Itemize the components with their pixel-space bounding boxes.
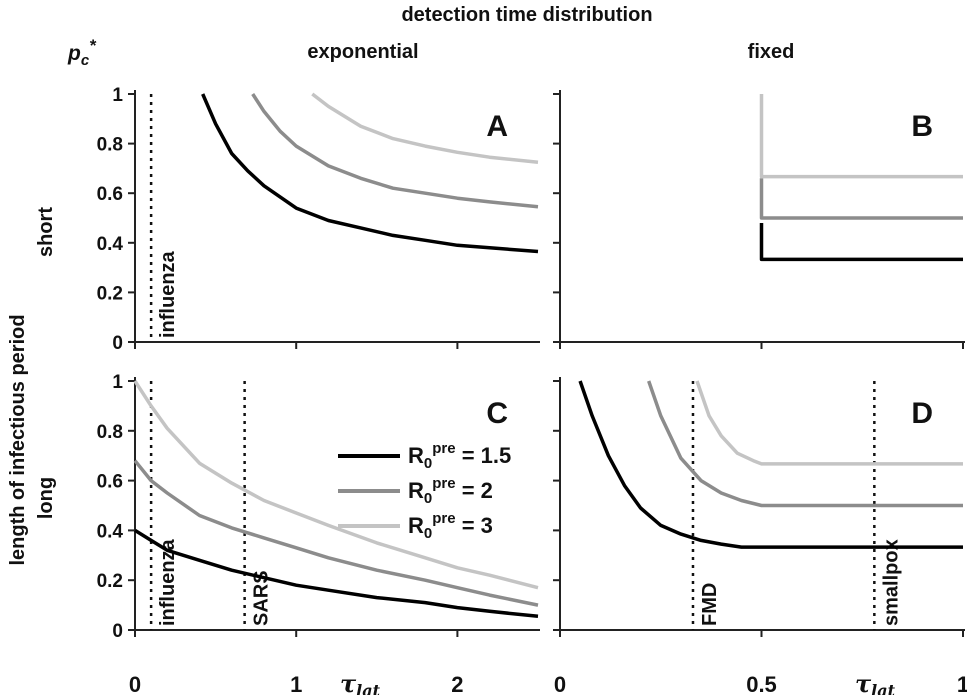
y-tick-label: 0.6 (97, 184, 123, 205)
legend: R0pre = 1.5 R0pre = 2 R0pre = 3 (338, 440, 511, 542)
panel-c: 0 0.2 0.4 0.6 0.8 1 0 1 2 influenza SARS C (97, 372, 540, 695)
panel-d: 0 0.5 1 FMD smallpox D (553, 377, 967, 695)
x-tick-label: 1 (957, 672, 967, 695)
y-tick-label: 0.2 (97, 283, 123, 304)
row-label-top: short (35, 207, 57, 257)
series-line-r2 (251, 93, 539, 209)
x-axis-symbol-left: τlat (340, 669, 381, 695)
legend-label-r3: R0pre = 3 (408, 510, 493, 542)
reference-label: SARS (251, 570, 273, 626)
x-tick-label: 1 (290, 672, 302, 695)
y-tick-label: 0.8 (97, 135, 123, 156)
legend-item-r2: R0pre = 2 (338, 475, 493, 507)
x-axis-symbol-right: τlat (855, 669, 896, 695)
series-line-r3 (133, 380, 539, 590)
series-line-r3 (695, 380, 963, 466)
row-label-bottom: long (35, 477, 57, 519)
panel-letter: D (911, 397, 933, 430)
panel-letter: C (486, 397, 508, 430)
series-line-r3 (759, 94, 963, 179)
panel-a: 0 0.2 0.4 0.6 0.8 1 influenza A (97, 85, 540, 354)
column-label-right: fixed (748, 41, 795, 63)
legend-label-r2: R0pre = 2 (408, 475, 493, 507)
y-tick-label: 0.6 (97, 472, 123, 493)
figure-header: detection time distribution (401, 4, 652, 26)
y-tick-label: 1 (112, 85, 123, 106)
series-line-r15 (201, 93, 539, 254)
column-label-left: exponential (307, 41, 418, 63)
y-tick-label: 0.2 (97, 571, 123, 592)
reference-label: smallpox (880, 539, 902, 626)
reference-label: FMD (699, 583, 721, 626)
series-line-r3 (311, 92, 539, 164)
reference-label: influenza (157, 538, 179, 626)
y-tick-label: 0.8 (97, 422, 123, 443)
legend-item-r15: R0pre = 1.5 (338, 440, 511, 472)
y-tick-label: 0.4 (97, 521, 124, 542)
reference-label: influenza (157, 250, 179, 338)
panel-letter: A (486, 110, 508, 143)
y-axis-symbol: pc* (67, 36, 97, 69)
x-tick-label: 2 (451, 672, 463, 695)
series-line-r2 (133, 459, 539, 607)
side-label: length of infectious period (7, 314, 29, 565)
legend-label-r15: R0pre = 1.5 (408, 440, 511, 472)
panel-b: B (553, 90, 965, 349)
x-tick-label: 0 (129, 672, 141, 695)
series-line-r15 (578, 380, 963, 549)
series-line-r2 (759, 178, 963, 220)
y-tick-label: 0 (112, 333, 123, 354)
panel-letter: B (911, 110, 933, 143)
series-line-r15 (759, 223, 963, 262)
series-line-r15 (134, 528, 539, 619)
y-tick-label: 1 (112, 372, 123, 393)
y-tick-label: 0.4 (97, 234, 124, 255)
x-tick-label: 0 (554, 672, 566, 695)
legend-item-r3: R0pre = 3 (338, 510, 493, 542)
series-line-r2 (647, 380, 963, 508)
y-tick-label: 0 (112, 621, 123, 642)
x-tick-label: 0.5 (746, 672, 777, 695)
